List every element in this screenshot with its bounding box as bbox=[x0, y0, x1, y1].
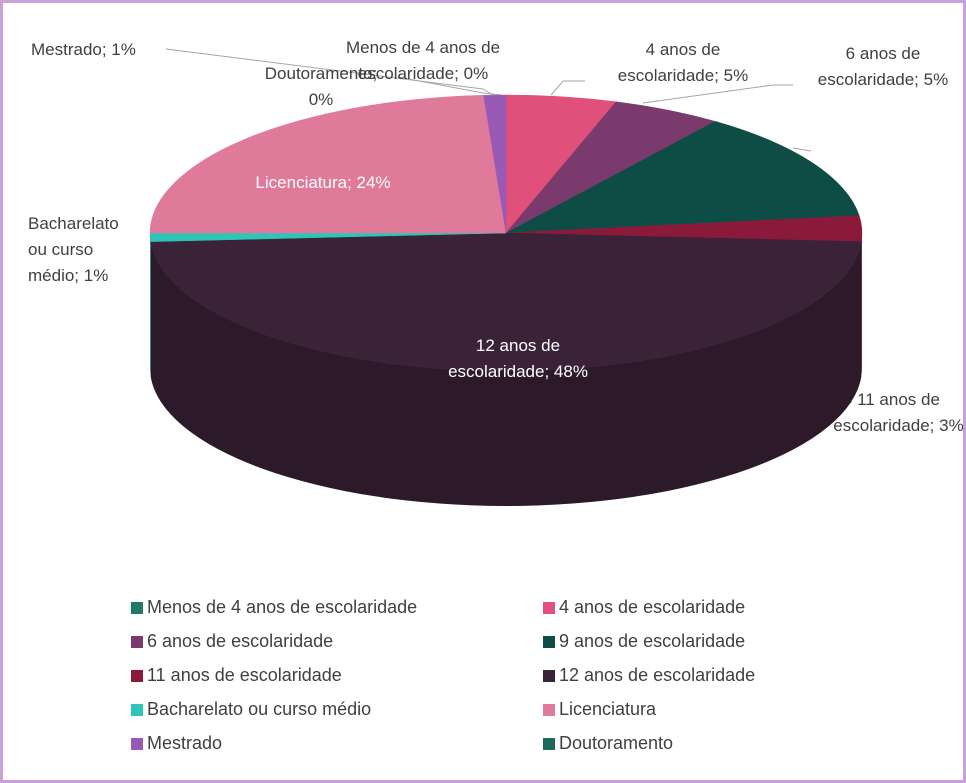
legend-label: Doutoramento bbox=[559, 733, 674, 753]
legend-label: Mestrado bbox=[147, 733, 223, 753]
data-label: 4 anos de escolaridade; 5% bbox=[617, 40, 749, 85]
legend-label: 4 anos de escolaridade bbox=[559, 597, 746, 617]
legend-label: 11 anos de escolaridade bbox=[147, 665, 342, 685]
legend-item: Licenciatura bbox=[543, 699, 656, 720]
legend-swatch bbox=[543, 703, 555, 716]
legend-swatch bbox=[543, 737, 555, 750]
legend-swatch bbox=[543, 635, 555, 648]
leader-line bbox=[642, 84, 793, 104]
leader-line bbox=[165, 48, 494, 96]
legend-item: 4 anos de escolaridade bbox=[543, 597, 745, 618]
legend-swatch bbox=[131, 601, 143, 614]
pie-slice bbox=[505, 121, 860, 234]
legend-item: Bacharelato ou curso médio bbox=[131, 699, 371, 720]
data-label: 11 anos de escolaridade; 3% bbox=[833, 390, 964, 435]
legend-swatch bbox=[131, 635, 143, 648]
legend-label: 6 anos de escolaridade bbox=[147, 631, 334, 651]
legend-swatch bbox=[543, 669, 555, 682]
legend-item: Menos de 4 anos de escolaridade bbox=[131, 597, 417, 618]
data-label: Doutoramento; 0% bbox=[264, 64, 378, 109]
data-label: Licenciatura; 24% bbox=[255, 173, 391, 192]
legend-swatch bbox=[131, 669, 143, 682]
legend-item: 12 anos de escolaridade bbox=[543, 665, 755, 686]
pie-side bbox=[150, 233, 151, 377]
leader-line bbox=[550, 80, 585, 96]
legend-item: Mestrado bbox=[131, 733, 222, 754]
pie-slice bbox=[483, 94, 507, 234]
pie-slice bbox=[149, 95, 507, 234]
legend-label: 9 anos de escolaridade bbox=[559, 631, 746, 651]
legend-label: Licenciatura bbox=[559, 699, 657, 719]
legend-label: Bacharelato ou curso médio bbox=[147, 699, 372, 719]
data-label: Bacharelato ou curso médio; 1% bbox=[28, 214, 119, 285]
legend-label: 12 anos de escolaridade bbox=[559, 665, 756, 685]
legend-swatch bbox=[131, 737, 143, 750]
leader-line bbox=[792, 147, 812, 152]
legend-item: 6 anos de escolaridade bbox=[131, 631, 333, 652]
legend-label: Menos de 4 anos de escolaridade bbox=[147, 597, 418, 617]
pie-area bbox=[149, 48, 863, 507]
legend-item: 9 anos de escolaridade bbox=[543, 631, 745, 652]
legend-item: Doutoramento bbox=[543, 733, 673, 754]
data-label: Menos de 4 anos de escolaridade; 0% bbox=[345, 38, 501, 83]
data-label: 6 anos de escolaridade; 5% bbox=[817, 44, 949, 89]
leader-line bbox=[397, 76, 502, 96]
data-label: Mestrado; 1% bbox=[31, 40, 136, 59]
data-label: 12 anos de escolaridade; 48% bbox=[448, 336, 588, 381]
pie-slice bbox=[150, 232, 862, 372]
pie-side bbox=[150, 241, 862, 507]
pie-side bbox=[861, 233, 863, 377]
legend-item: 11 anos de escolaridade bbox=[131, 665, 342, 686]
legend-swatch bbox=[543, 601, 555, 614]
legend-swatch bbox=[131, 703, 143, 716]
